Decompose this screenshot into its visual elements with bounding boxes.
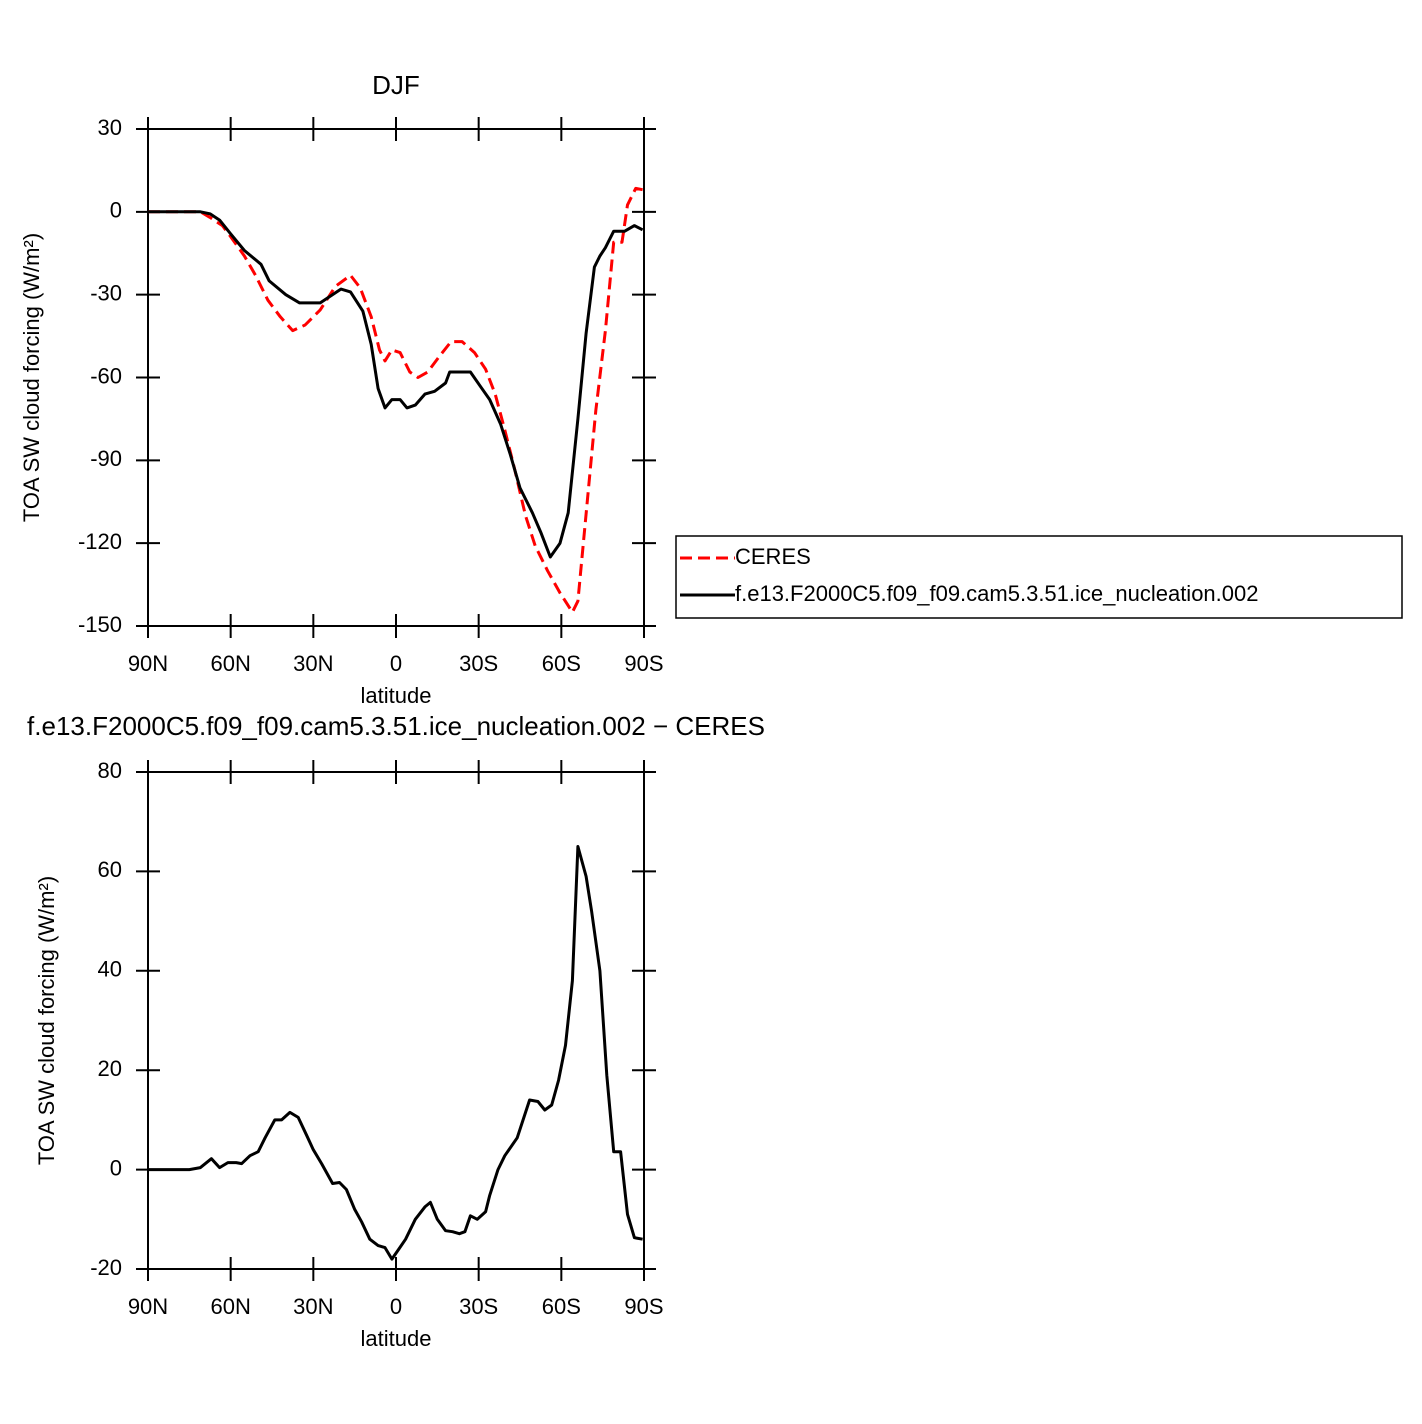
chart-title: DJF <box>372 70 420 100</box>
x-tick-label: 60S <box>542 1294 581 1319</box>
y-tick-label: 60 <box>98 857 122 882</box>
y-tick-label: -90 <box>90 446 122 471</box>
x-tick-label: 60S <box>542 651 581 676</box>
y-tick-label: 0 <box>110 198 122 223</box>
y-tick-label: -60 <box>90 363 122 388</box>
y-tick-label: 80 <box>98 758 122 783</box>
x-tick-label: 90S <box>624 1294 663 1319</box>
y-axis-label: TOA SW cloud forcing (W/m²) <box>34 876 59 1165</box>
x-axis-label: latitude <box>361 683 432 708</box>
y-tick-label: 20 <box>98 1056 122 1081</box>
y-tick-label: -20 <box>90 1255 122 1280</box>
x-tick-label: 0 <box>390 651 402 676</box>
x-tick-label: 30N <box>293 1294 333 1319</box>
y-tick-label: -120 <box>78 529 122 554</box>
y-tick-label: 0 <box>110 1155 122 1180</box>
data-line <box>148 210 644 559</box>
chart-title: f.e13.F2000C5.f09_f09.cam5.3.51.ice_nucl… <box>27 711 765 741</box>
x-tick-label: 30S <box>459 651 498 676</box>
legend-label: f.e13.F2000C5.f09_f09.cam5.3.51.ice_nucl… <box>735 581 1259 606</box>
y-tick-label: -30 <box>90 280 122 305</box>
x-tick-label: 60N <box>210 1294 250 1319</box>
legend-box <box>675 535 1403 619</box>
legend-label: CERES <box>735 544 811 569</box>
x-tick-label: 30N <box>293 651 333 676</box>
x-tick-label: 0 <box>390 1294 402 1319</box>
x-tick-label: 90N <box>128 651 168 676</box>
x-tick-label: 30S <box>459 1294 498 1319</box>
data-line <box>148 845 643 1261</box>
data-line <box>148 186 643 614</box>
x-tick-label: 90N <box>128 1294 168 1319</box>
y-tick-label: 30 <box>98 115 122 140</box>
plot-frame <box>147 128 645 627</box>
y-axis-label: TOA SW cloud forcing (W/m²) <box>19 233 44 522</box>
y-tick-label: 40 <box>98 957 122 982</box>
x-axis-label: latitude <box>361 1326 432 1351</box>
plot-frame <box>147 771 645 1270</box>
y-tick-label: -150 <box>78 612 122 637</box>
x-tick-label: 60N <box>210 651 250 676</box>
x-tick-label: 90S <box>624 651 663 676</box>
